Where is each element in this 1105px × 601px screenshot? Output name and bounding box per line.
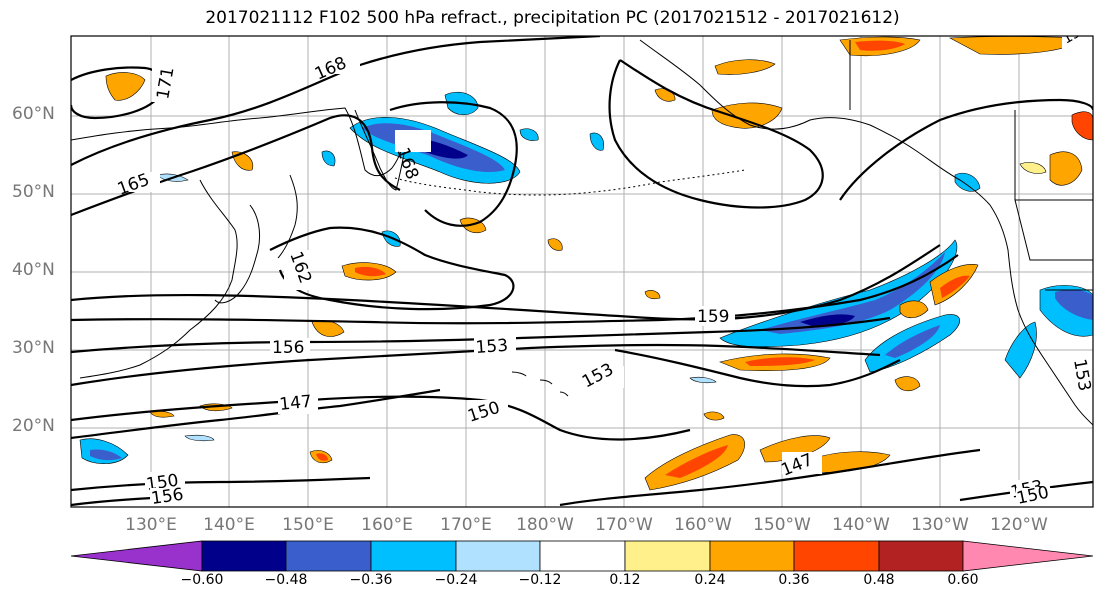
coastline-aleutians <box>394 169 746 196</box>
coastline-alaska <box>639 39 991 206</box>
anomaly-patch-california-core <box>1055 289 1093 320</box>
anomaly-patch-canada-north-core <box>855 40 905 51</box>
anomaly-patch-hawaii-south-core <box>665 445 728 478</box>
coastline-japan <box>214 174 298 304</box>
anomaly-patch-northwest-coast <box>1004 321 1037 379</box>
lon-label: 150°W <box>753 515 811 535</box>
anomaly-patch-bc-core <box>940 275 970 298</box>
anomaly-patch-small-7 <box>689 376 717 384</box>
anomaly-patch-tiny-5 <box>644 290 661 300</box>
contour-label: 159 <box>697 307 729 327</box>
lon-label: 170°E <box>440 515 492 535</box>
colorbar-bin <box>285 540 372 572</box>
colorbar-extend-high <box>962 540 1094 572</box>
colorbar-tick-label: −0.36 <box>349 572 393 588</box>
colorbar-tick-label: −0.12 <box>518 572 562 588</box>
anomaly-patch-east-pacific-core <box>885 325 940 358</box>
colorbar-extend-low <box>70 540 203 572</box>
anomaly-patch-canada-east <box>1049 151 1083 186</box>
anomaly-patch-far-east <box>1071 111 1093 141</box>
colorbar-tick-label: 0.12 <box>609 572 641 588</box>
contour-147-south <box>559 448 981 507</box>
lon-label: 170°W <box>595 515 653 535</box>
anomaly-patch-japan-east-core <box>355 266 386 277</box>
contour-label: 156 <box>272 338 304 358</box>
colorbar-bin <box>539 540 626 572</box>
positive-anomaly-shading <box>105 36 1093 491</box>
anomaly-patch-far-southwest-core <box>90 449 122 461</box>
contour-label: 153 <box>475 336 509 358</box>
contour-147 <box>71 388 441 440</box>
anomaly-patch-tiny-1 <box>547 238 563 251</box>
lon-label: 150°E <box>282 515 334 535</box>
contour-162-east <box>608 59 824 209</box>
colorbar-bin <box>201 540 287 572</box>
border-canada <box>849 40 1093 291</box>
map-frame <box>70 35 1094 508</box>
contour-150-south <box>71 476 371 492</box>
colorbar-bin <box>370 540 457 572</box>
coastline-hawaii <box>511 371 569 397</box>
contour-150 <box>71 395 691 441</box>
contour-153-b <box>614 348 901 388</box>
colorbar-tick-label: 0.48 <box>863 572 895 588</box>
lat-label: 50°N <box>12 182 55 202</box>
anomaly-patch-gulf-alaska <box>954 172 981 192</box>
lat-label: 20°N <box>12 416 55 436</box>
colorbar <box>70 540 1094 572</box>
contour-168-ring <box>389 101 518 227</box>
contour-jet-upper <box>71 244 941 321</box>
colorbar-bin <box>709 540 795 572</box>
anomaly-patch-tiny-6 <box>703 411 725 421</box>
contour-159 <box>71 254 959 325</box>
anomaly-patch-east-subtropic-core <box>745 357 815 366</box>
lon-label: 130°W <box>911 515 969 535</box>
contour-label: 153 <box>1060 20 1091 47</box>
colorbar-bin <box>793 540 880 572</box>
lon-label: 140°W <box>832 515 890 535</box>
anomaly-patch-alaska <box>711 102 783 129</box>
lon-label: 180°W <box>516 515 574 535</box>
colorbar-tick-label: 0.36 <box>778 572 810 588</box>
colorbar-tick-label: −0.24 <box>434 572 478 588</box>
anomaly-patch-subtropical-jet-max <box>800 314 855 326</box>
anomaly-patch-small-4 <box>519 128 539 141</box>
contour-label: 156 <box>150 485 185 509</box>
colorbar-tick-label: −0.60 <box>180 572 224 588</box>
anomaly-patch-tiny-7 <box>1019 162 1047 174</box>
colorbar-bin <box>455 540 541 572</box>
contour-159-loop <box>839 98 1093 201</box>
anomaly-patch-bering <box>714 59 776 75</box>
map-title: 2017021112 F102 500 hPa refract., precip… <box>205 8 900 28</box>
coastline-north-america <box>989 204 1093 426</box>
anomaly-patch-small-2 <box>589 132 604 151</box>
lon-label: 140°E <box>203 515 255 535</box>
lon-label: 160°W <box>674 515 732 535</box>
anomaly-patch-hawaii-east <box>759 435 831 463</box>
colorbar-tick-label: 0.60 <box>947 572 979 588</box>
anomaly-patch-tiny-4 <box>894 376 921 392</box>
anomaly-patch-pacific-mid <box>899 300 929 319</box>
lon-label: 130°E <box>125 515 177 535</box>
colorbar-bin <box>624 540 711 572</box>
lat-label: 30°N <box>12 338 55 358</box>
anomaly-patch-south-west-core <box>316 453 328 461</box>
lon-label: 160°E <box>361 515 413 535</box>
anomaly-patch-small-3 <box>321 150 336 167</box>
lat-label: 60°N <box>12 104 55 124</box>
lon-label: 120°W <box>990 515 1048 535</box>
colorbar-bin <box>878 540 964 572</box>
lat-label: 40°N <box>12 260 55 280</box>
negative-anomaly-shading <box>79 91 1093 464</box>
anomaly-patch-west-1 <box>105 72 146 101</box>
colorbar-tick-label: 0.24 <box>694 572 726 588</box>
colorbar-tick-label: −0.48 <box>264 572 308 588</box>
contour-label: 153 <box>1069 357 1094 392</box>
contour-lines <box>71 36 1093 507</box>
contour-label: 147 <box>278 392 312 415</box>
anomaly-patch-small-6 <box>184 434 215 442</box>
